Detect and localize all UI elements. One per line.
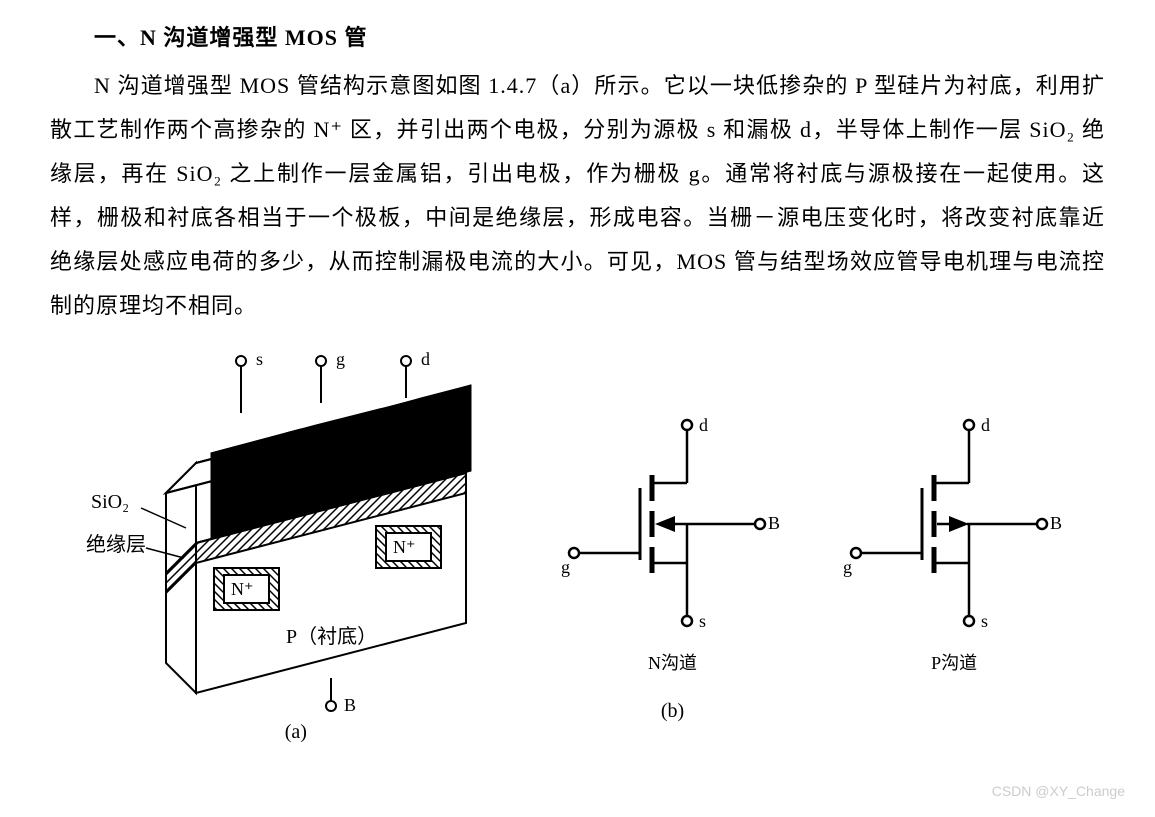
- p-g-label: g: [843, 557, 852, 577]
- p-channel-symbol: d s B g: [839, 413, 1069, 643]
- n-b-label: B: [768, 513, 780, 533]
- subfig-b-caption: (b): [661, 700, 684, 723]
- n-channel-symbol: d s B g: [557, 413, 787, 643]
- substrate-label: P（衬底）: [286, 625, 377, 648]
- sio2-label: SiO₂: [91, 491, 129, 513]
- n-d-label: d: [699, 415, 708, 435]
- subfig-a-caption: (a): [285, 721, 307, 744]
- insulating-label: 绝缘层: [86, 533, 146, 556]
- terminal-b-label: B: [344, 695, 356, 713]
- n-s-label: s: [699, 611, 706, 631]
- p-b-label: B: [1050, 513, 1062, 533]
- nplus-left-label: N⁺: [231, 579, 254, 599]
- subfigure-b-p: d s B g P沟道 .: [839, 413, 1069, 723]
- n-channel-label: N沟道: [648, 649, 697, 675]
- section-heading: 一、N 沟道增强型 MOS 管: [50, 20, 1105, 52]
- figure-container: s g d: [50, 343, 1105, 744]
- subfigure-b-n: d s B g N沟道 (b): [557, 413, 787, 723]
- terminal-d-label: d: [421, 349, 430, 369]
- p-channel-label: P沟道: [931, 649, 977, 675]
- terminal-g-label: g: [336, 349, 345, 369]
- p-s-label: s: [981, 611, 988, 631]
- watermark: CSDN @XY_Change: [992, 783, 1125, 799]
- body-paragraph: N 沟道增强型 MOS 管结构示意图如图 1.4.7（a）所示。它以一块低掺杂的…: [50, 64, 1105, 328]
- p-d-label: d: [981, 415, 990, 435]
- nplus-right-label: N⁺: [393, 537, 416, 557]
- terminal-s-label: s: [256, 349, 263, 369]
- n-g-label: g: [561, 557, 570, 577]
- subfigure-a: s g d: [86, 343, 506, 744]
- mos-structure-diagram: s g d: [86, 343, 506, 713]
